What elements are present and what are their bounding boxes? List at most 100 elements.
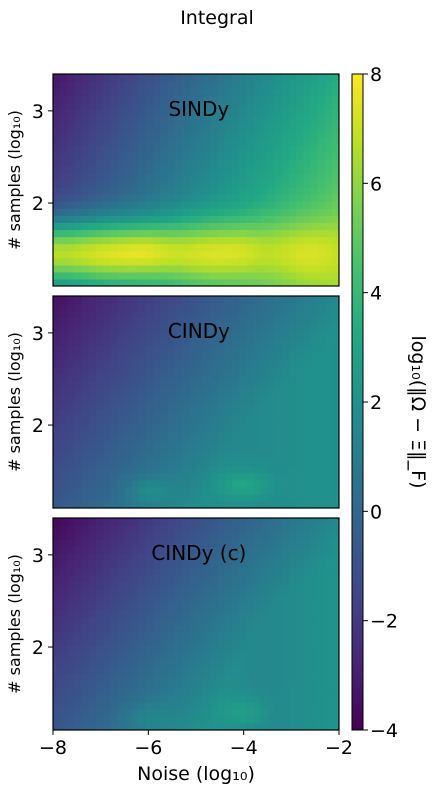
- heatmap-cell: [145, 172, 154, 181]
- heatmap-cell: [110, 567, 118, 576]
- heatmap-cell: [95, 352, 104, 361]
- heatmap-cell: [231, 645, 240, 653]
- heatmap-cell: [267, 722, 276, 730]
- heatmap-cell: [196, 222, 204, 231]
- heatmap-cell: [110, 331, 118, 339]
- heatmap-cell: [188, 465, 197, 474]
- heatmap-cell: [88, 479, 97, 488]
- heatmap-cell: [67, 102, 76, 110]
- heatmap-cell: [203, 250, 211, 259]
- heatmap-cell: [317, 144, 326, 153]
- heatmap-cell: [246, 116, 254, 125]
- heatmap-cell: [231, 310, 240, 318]
- heatmap-cell: [181, 222, 190, 231]
- heatmap-cell: [95, 394, 104, 403]
- heatmap-cell: [288, 687, 297, 696]
- heatmap-cell: [153, 602, 161, 611]
- heatmap-cell: [124, 109, 133, 117]
- heatmap-cell: [131, 116, 140, 125]
- heatmap-cell: [53, 215, 61, 223]
- heatmap-cell: [67, 394, 76, 403]
- heatmap-cell: [246, 567, 254, 576]
- heatmap-cell: [274, 236, 283, 245]
- heatmap-cell: [288, 416, 297, 424]
- heatmap-cell: [181, 257, 190, 266]
- heatmap-cell: [224, 402, 233, 410]
- heatmap-cell: [296, 546, 304, 554]
- heatmap-cell: [174, 624, 183, 632]
- heatmap-cell: [74, 472, 83, 481]
- heatmap-cell: [67, 595, 76, 604]
- heatmap-cell: [138, 423, 147, 431]
- heatmap-cell: [153, 257, 161, 266]
- heatmap-cell: [310, 345, 319, 354]
- heatmap-cell: [174, 296, 183, 304]
- heatmap-cell: [310, 229, 319, 238]
- heatmap-cell: [153, 532, 161, 540]
- heatmap-cell: [253, 151, 261, 160]
- heatmap-cell: [124, 116, 133, 125]
- heatmap-cell: [296, 187, 304, 195]
- heatmap-cell: [238, 451, 247, 460]
- heatmap-cell: [267, 317, 276, 325]
- heatmap-cell: [210, 324, 219, 332]
- heatmap-cell: [317, 208, 326, 216]
- heatmap-cell: [88, 352, 97, 361]
- heatmap-cell: [188, 88, 197, 96]
- heatmap-cell: [131, 271, 140, 280]
- heatmap-cell: [145, 701, 154, 710]
- heatmap-cell: [188, 423, 197, 431]
- heatmap-cell: [267, 74, 276, 82]
- heatmap-cell: [110, 116, 118, 125]
- heatmap-cell: [88, 581, 97, 590]
- heatmap-cell: [324, 659, 333, 667]
- heatmap-cell: [217, 187, 226, 195]
- heatmap-cell: [81, 687, 90, 696]
- heatmap-cell: [288, 116, 297, 125]
- heatmap-cell: [288, 581, 297, 590]
- heatmap-cell: [60, 264, 68, 273]
- heatmap-cell: [260, 402, 269, 410]
- heatmap-cell: [310, 687, 319, 696]
- heatmap-cell: [138, 581, 147, 590]
- heatmap-cell: [131, 95, 140, 103]
- heatmap-cell: [117, 458, 126, 467]
- heatmap-cell: [260, 423, 269, 431]
- heatmap-cell: [196, 715, 204, 724]
- heatmap-cell: [288, 95, 297, 103]
- heatmap-cell: [217, 380, 226, 389]
- heatmap-cell: [210, 430, 219, 438]
- heatmap-cell: [274, 208, 283, 216]
- heatmap-cell: [131, 500, 140, 508]
- heatmap-cell: [310, 303, 319, 311]
- heatmap-cell: [88, 560, 97, 569]
- heatmap-cell: [67, 409, 76, 417]
- heatmap-cell: [317, 479, 326, 488]
- heatmap-cell: [217, 525, 226, 533]
- heatmap-cell: [60, 109, 68, 117]
- heatmap-cell: [124, 493, 133, 502]
- heatmap-cell: [253, 116, 261, 125]
- heatmap-cell: [246, 144, 254, 153]
- heatmap-cell: [231, 278, 240, 286]
- heatmap-cell: [310, 486, 319, 495]
- heatmap-cell: [110, 296, 118, 304]
- heatmap-cell: [167, 215, 176, 223]
- heatmap-cell: [67, 666, 76, 675]
- heatmap-cell: [238, 588, 247, 597]
- heatmap-cell: [203, 574, 211, 583]
- heatmap-cell: [67, 546, 76, 554]
- y-tick-label: 3: [32, 101, 44, 123]
- heatmap-cell: [274, 387, 283, 396]
- heatmap-cell: [174, 387, 183, 396]
- heatmap-cell: [296, 444, 304, 453]
- heatmap-cell: [81, 102, 90, 110]
- heatmap-cell: [331, 708, 339, 717]
- heatmap-cell: [238, 659, 247, 667]
- heatmap-cell: [117, 222, 126, 231]
- heatmap-cell: [310, 645, 319, 653]
- heatmap-cell: [274, 722, 283, 730]
- heatmap-cell: [181, 680, 190, 689]
- heatmap-cell: [274, 493, 283, 502]
- heatmap-cell: [303, 574, 311, 583]
